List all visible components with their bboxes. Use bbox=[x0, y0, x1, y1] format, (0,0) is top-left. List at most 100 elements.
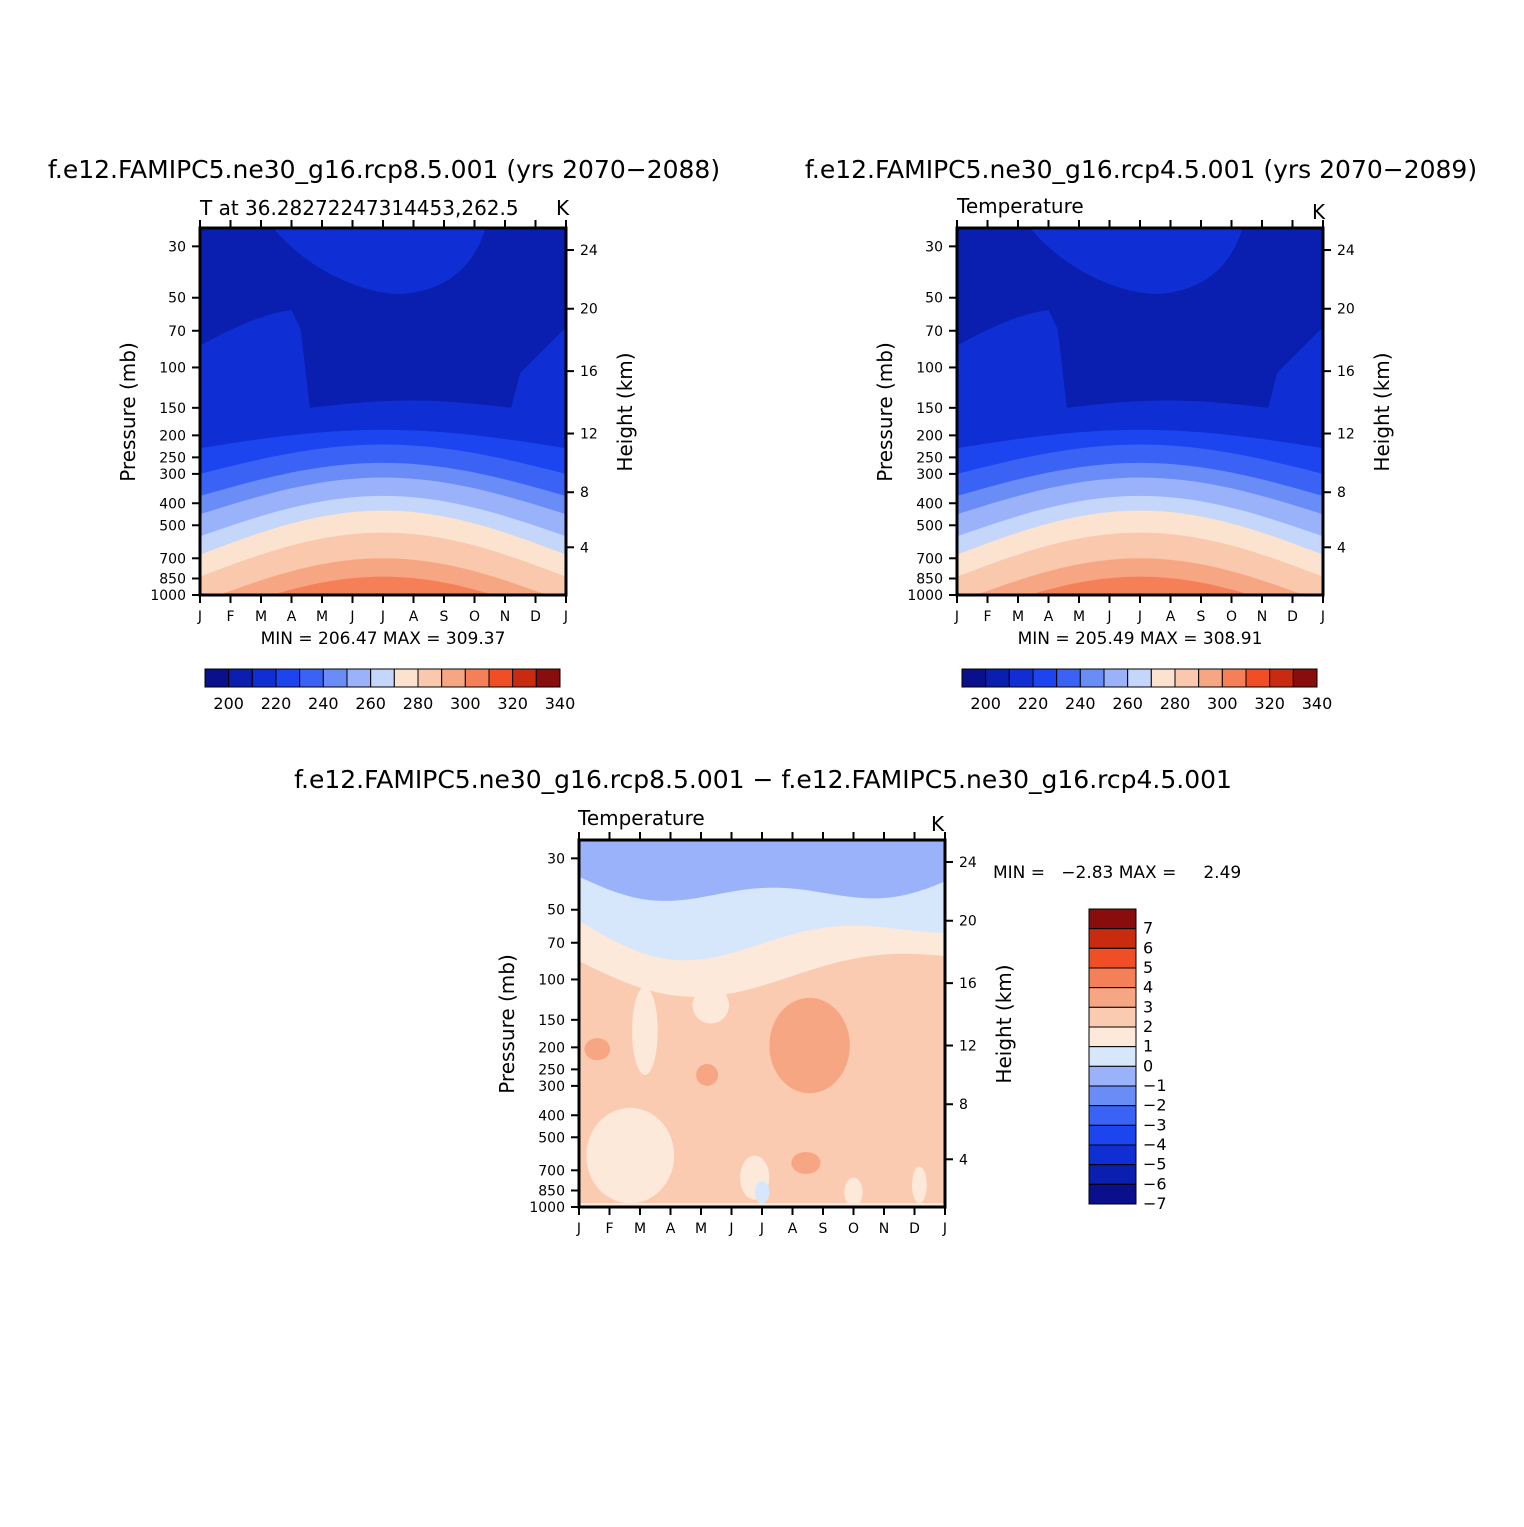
panel-3-subtitle: Temperature bbox=[577, 806, 705, 830]
month-label: A bbox=[788, 1221, 798, 1237]
pressure-label: 400 bbox=[538, 1108, 565, 1124]
pressure-label: 70 bbox=[925, 324, 943, 340]
month-label: M bbox=[316, 609, 328, 625]
pressure-label: 850 bbox=[159, 571, 186, 587]
month-label: J bbox=[197, 609, 202, 625]
panel-3-title: f.e12.FAMIPC5.ne30_g16.rcp8.5.001 − f.e1… bbox=[294, 765, 1232, 794]
colorbar-label: 260 bbox=[355, 694, 386, 713]
colorbar-label: 4 bbox=[1143, 978, 1153, 997]
panel-3-stats: MIN = −2.83 MAX = 2.49 bbox=[993, 863, 1241, 883]
pressure-label: 50 bbox=[925, 291, 943, 307]
colorbar-box bbox=[346, 668, 372, 688]
colorbar-box bbox=[1088, 1105, 1137, 1126]
month-label: A bbox=[1044, 609, 1054, 625]
panel-2-ylabel: Pressure (mb) bbox=[873, 342, 897, 482]
height-label: 20 bbox=[1337, 302, 1355, 318]
panel-2-contour-field bbox=[957, 228, 1323, 595]
month-label: M bbox=[1073, 609, 1085, 625]
height-label: 16 bbox=[1337, 364, 1355, 380]
pressure-label: 70 bbox=[547, 936, 565, 952]
pressure-label: 50 bbox=[168, 291, 186, 307]
colorbar-box bbox=[1088, 908, 1137, 930]
pressure-label: 100 bbox=[159, 360, 186, 376]
colorbar-box bbox=[1088, 967, 1137, 989]
colorbar-box bbox=[1088, 1065, 1137, 1087]
colorbar-label: −7 bbox=[1143, 1194, 1167, 1213]
month-label: J bbox=[563, 609, 568, 625]
colorbar-label: 3 bbox=[1143, 997, 1153, 1016]
month-label: N bbox=[500, 609, 510, 625]
height-label: 20 bbox=[580, 302, 598, 318]
pressure-label: 150 bbox=[159, 401, 186, 417]
pressure-label: 850 bbox=[538, 1183, 565, 1199]
colorbar-box bbox=[370, 668, 395, 688]
colorbar-label: −4 bbox=[1143, 1135, 1167, 1154]
height-label: 12 bbox=[959, 1039, 977, 1055]
colorbar-box bbox=[1292, 668, 1318, 688]
height-label: 4 bbox=[1337, 540, 1346, 556]
pressure-label: 150 bbox=[538, 1013, 565, 1029]
height-label: 24 bbox=[959, 855, 977, 871]
panel-2-stats: MIN = 205.49 MAX = 308.91 bbox=[1018, 629, 1263, 649]
panel-3-ylabel-right: Height (km) bbox=[992, 964, 1016, 1083]
pressure-label: 100 bbox=[538, 972, 565, 988]
height-label: 24 bbox=[1337, 243, 1355, 259]
colorbar-box bbox=[1088, 987, 1137, 1008]
colorbar-box bbox=[441, 668, 466, 688]
colorbar-box bbox=[1079, 668, 1105, 688]
colorbar-box bbox=[275, 668, 301, 688]
colorbar-label: 320 bbox=[1254, 694, 1285, 713]
colorbar-label: 320 bbox=[497, 694, 528, 713]
colorbar-box bbox=[535, 668, 561, 688]
month-label: A bbox=[666, 1221, 676, 1237]
colorbar-box bbox=[512, 668, 537, 688]
panel-2-colorbar: 200 220 240 260 280 300 320 340 bbox=[961, 668, 1333, 713]
height-label: 16 bbox=[959, 976, 977, 992]
pressure-label: 250 bbox=[916, 450, 943, 466]
colorbar-box bbox=[204, 668, 230, 688]
height-label: 20 bbox=[959, 914, 977, 930]
colorbar-box bbox=[1150, 668, 1176, 688]
height-label: 8 bbox=[959, 1097, 968, 1113]
month-label: J bbox=[954, 609, 959, 625]
colorbar-label: 200 bbox=[970, 694, 1001, 713]
panel-1-subtitle: T at 36.28272247314453,262.5 bbox=[199, 196, 519, 220]
colorbar-label: 340 bbox=[1302, 694, 1333, 713]
height-label: 8 bbox=[1337, 485, 1346, 501]
colorbar-label: 5 bbox=[1143, 958, 1153, 977]
field-band-upper bbox=[1030, 228, 1243, 295]
pressure-label: 700 bbox=[159, 551, 186, 567]
pressure-label: 500 bbox=[916, 518, 943, 534]
colorbar-box bbox=[322, 668, 348, 688]
height-label: 4 bbox=[580, 540, 589, 556]
month-label: O bbox=[848, 1221, 859, 1237]
month-label: F bbox=[226, 609, 234, 625]
pressure-label: 250 bbox=[159, 450, 186, 466]
colorbar-box bbox=[1088, 1085, 1137, 1107]
month-label: O bbox=[1226, 609, 1237, 625]
pressure-label: 70 bbox=[168, 324, 186, 340]
colorbar-box bbox=[1174, 668, 1200, 688]
panel-1-title: f.e12.FAMIPC5.ne30_g16.rcp8.5.001 (yrs 2… bbox=[48, 155, 720, 184]
pressure-label: 200 bbox=[538, 1040, 565, 1056]
colorbar-label: −5 bbox=[1143, 1155, 1167, 1174]
month-label: M bbox=[695, 1221, 707, 1237]
colorbar-box bbox=[251, 668, 277, 688]
pressure-label: 500 bbox=[159, 518, 186, 534]
height-label: 12 bbox=[580, 427, 598, 443]
diff-patch-10 bbox=[912, 1166, 927, 1204]
month-label: A bbox=[1166, 609, 1176, 625]
month-label: M bbox=[255, 609, 267, 625]
month-label: J bbox=[1137, 609, 1142, 625]
colorbar-label: 220 bbox=[261, 694, 292, 713]
colorbar-box bbox=[393, 668, 419, 688]
panel-2: f.e12.FAMIPC5.ne30_g16.rcp4.5.001 (yrs 2… bbox=[805, 155, 1477, 713]
panel-1-ylabel-right: Height (km) bbox=[613, 352, 637, 471]
pressure-label: 200 bbox=[916, 428, 943, 444]
month-label: M bbox=[1012, 609, 1024, 625]
colorbar-label: 260 bbox=[1112, 694, 1143, 713]
height-label: 24 bbox=[580, 243, 598, 259]
